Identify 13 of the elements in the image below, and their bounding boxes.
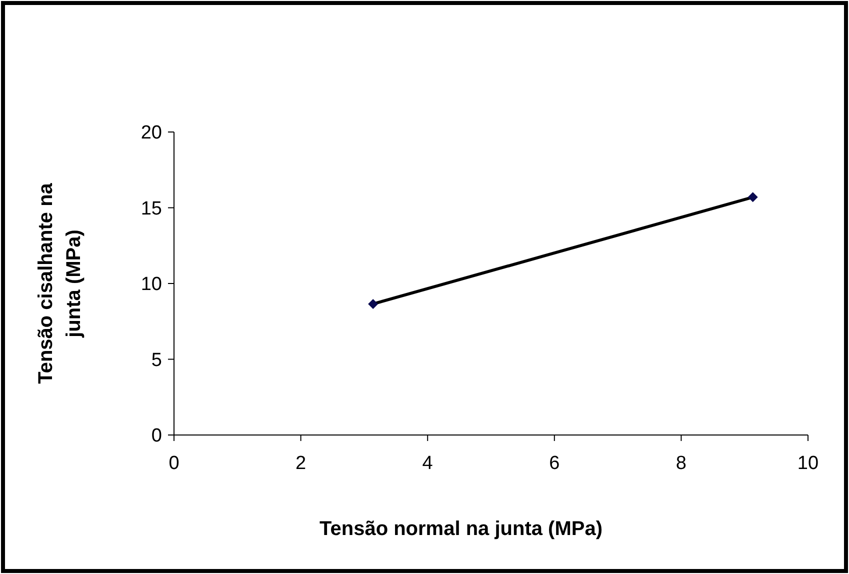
y-tick-label: 20 xyxy=(140,122,162,144)
y-tick-label: 10 xyxy=(140,274,162,296)
x-tick-label: 4 xyxy=(422,453,434,474)
x-tick-label: 8 xyxy=(676,453,686,474)
x-axis-title: Tensão normal na junta (MPa) xyxy=(320,518,602,540)
y-tick-label: 15 xyxy=(140,198,162,220)
x-tick-label: 10 xyxy=(797,453,819,474)
y-axis-title: Tensão cisalhante na junta (MPa) xyxy=(35,182,85,384)
x-tick-label: 2 xyxy=(296,453,306,474)
x-tick-label: 6 xyxy=(549,453,560,474)
y-tick-label: 5 xyxy=(151,350,162,371)
y-tick-label: 0 xyxy=(151,426,162,447)
x-tick-label: 0 xyxy=(168,453,180,474)
